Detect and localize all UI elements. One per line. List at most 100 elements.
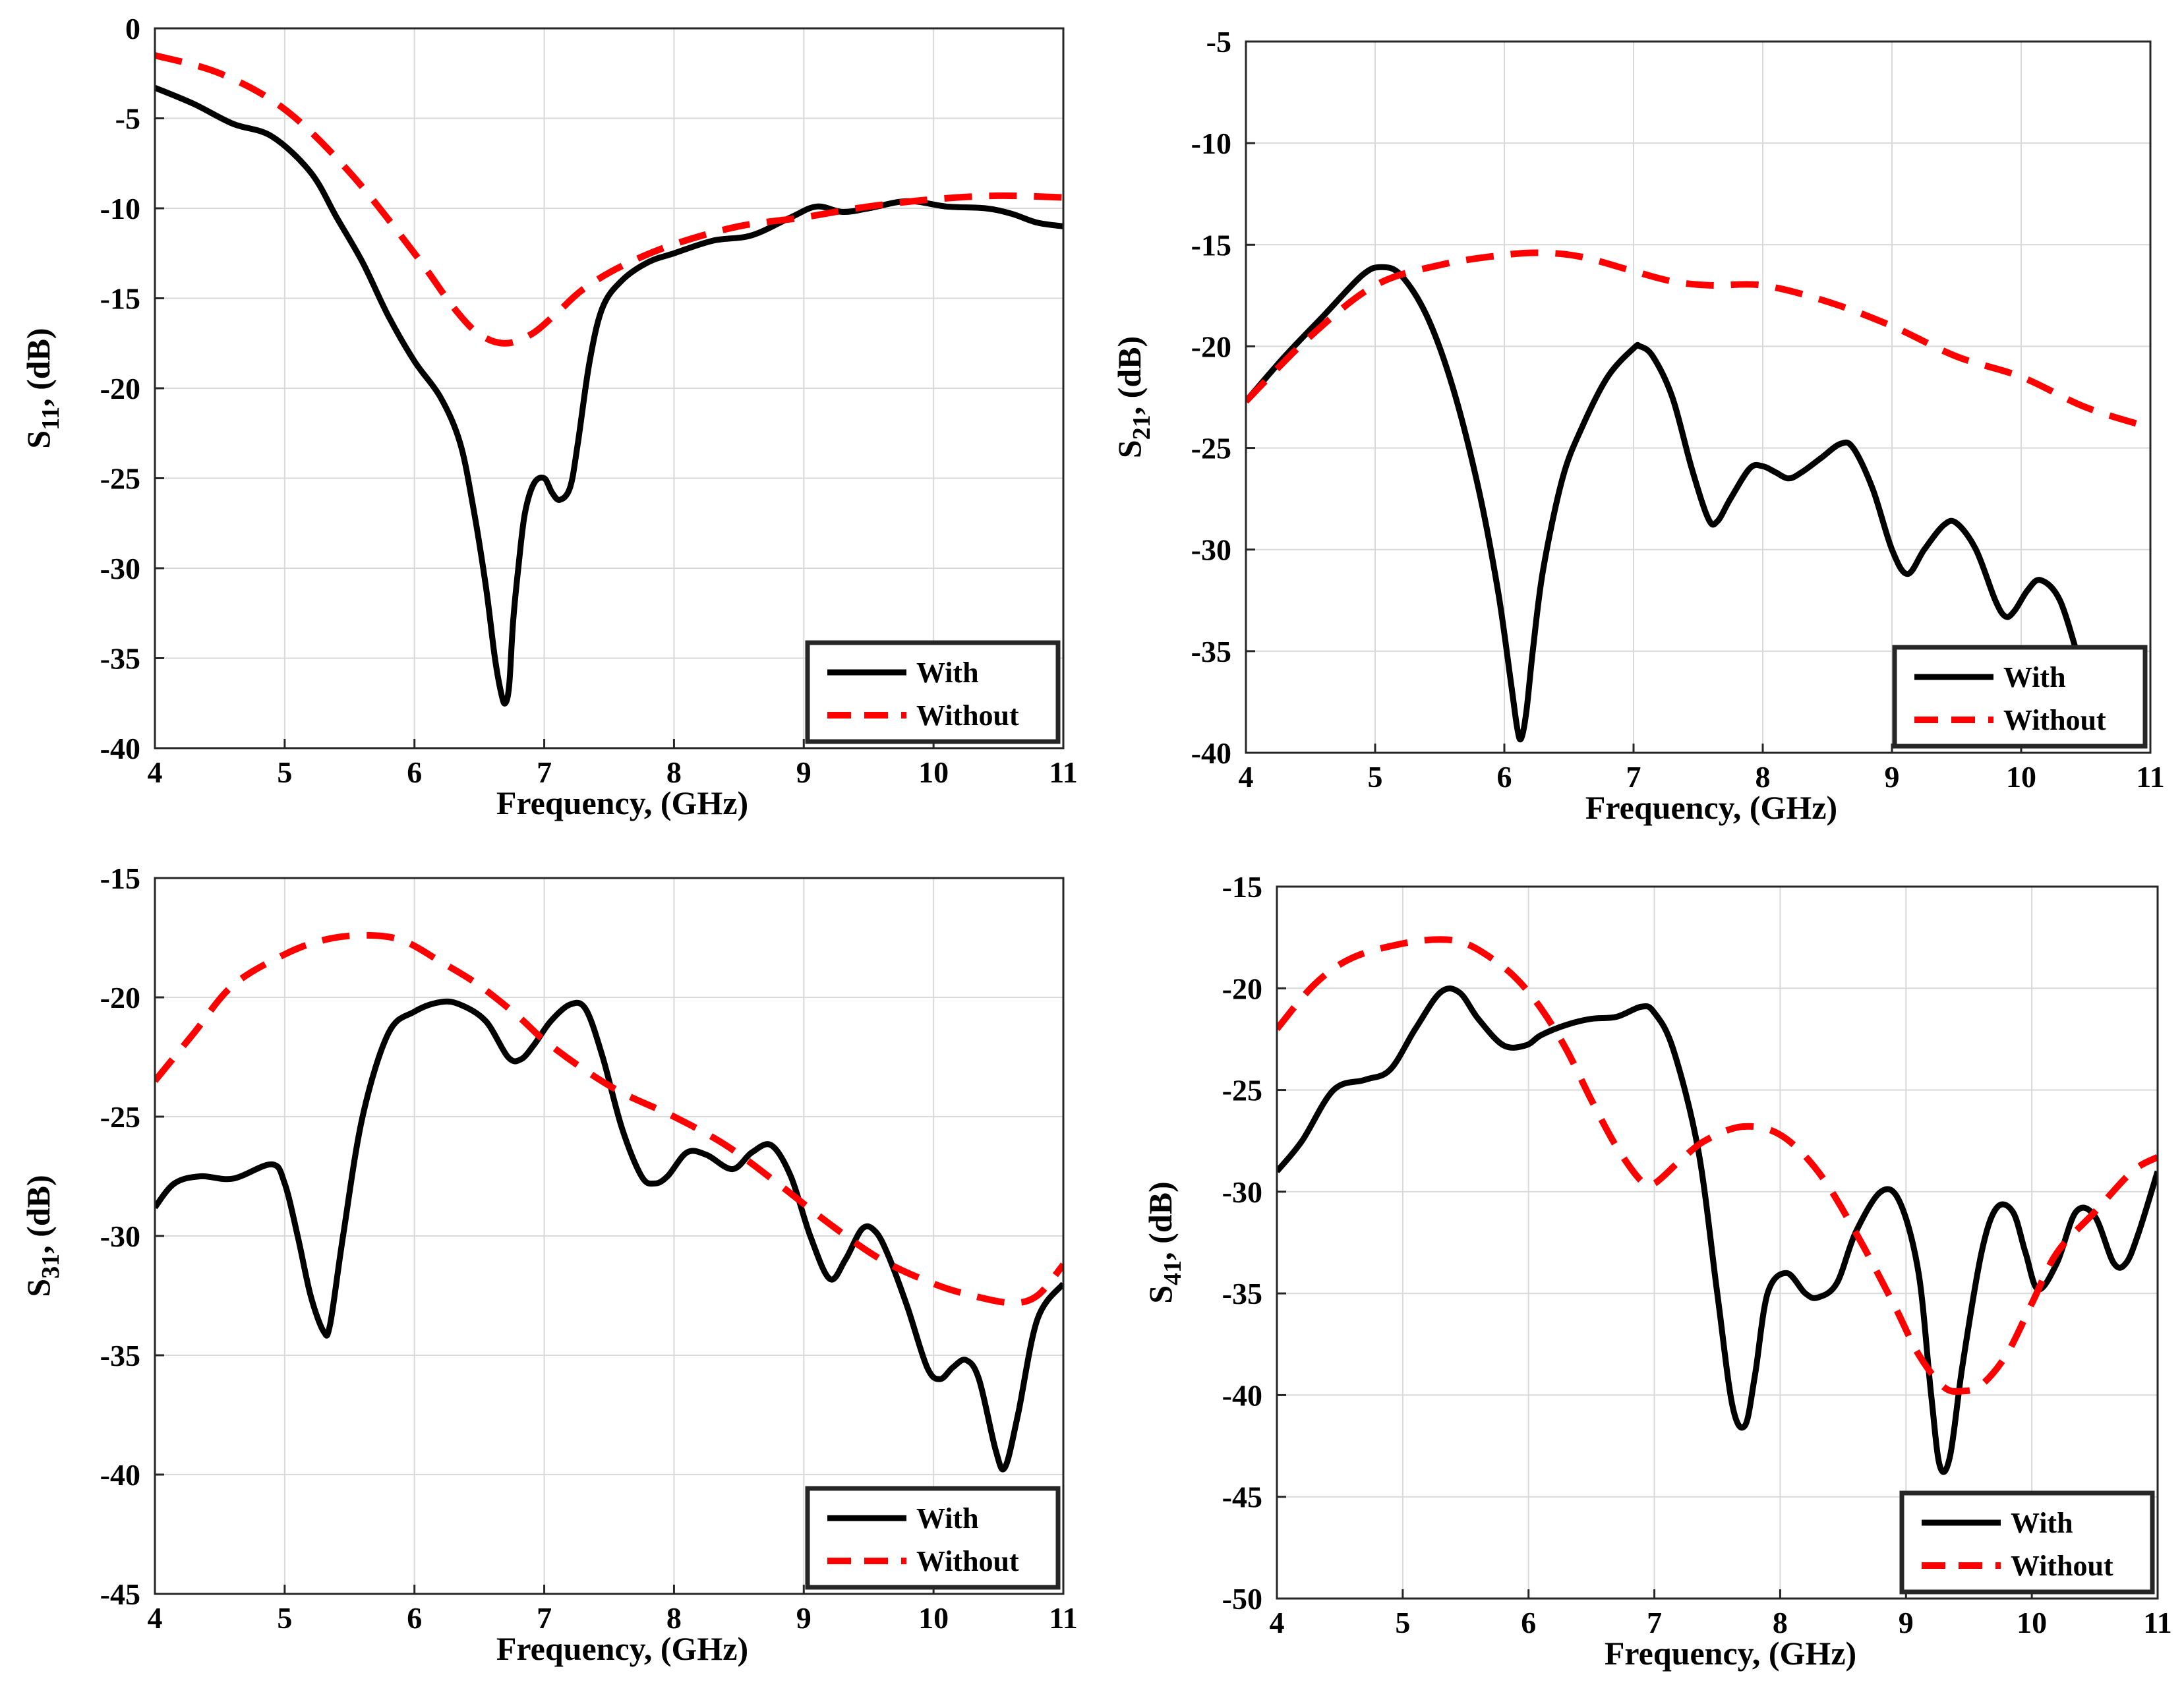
y-tick-label: -25 (1191, 432, 1231, 465)
series-group (155, 931, 1063, 1473)
y-axis-title: S21, (dB) (1111, 336, 1156, 458)
chart-s21: 4 5 6 7 8 9 10 11 -5 -10 -15 -20 -25 -30 -35 -40 Frequen… (1111, 25, 2165, 826)
y-tick-label: -40 (1191, 736, 1231, 770)
x-tick-label: 9 (1885, 760, 1900, 794)
x-tick-label: 6 (1497, 760, 1512, 794)
y-tick-label: -40 (1222, 1378, 1262, 1412)
legend-box (805, 640, 1061, 744)
legend-box (805, 1486, 1061, 1590)
plot-area (1246, 42, 2150, 753)
x-tick-label: 4 (1239, 760, 1254, 794)
x-tick-label: 6 (407, 755, 422, 789)
y-axis-title-sub: 11 (37, 407, 65, 430)
y-tick-label: -30 (1191, 533, 1231, 567)
x-tick-label: 11 (1049, 755, 1077, 789)
y-tick-label: -15 (100, 282, 140, 316)
y-tick-label: -25 (100, 1100, 140, 1134)
chart-s41: 4 5 6 7 8 9 10 11 -15 -20 -25 -30 -35 -40 -45 -50 Freque… (1142, 870, 2172, 1672)
y-axis-title: S41, (dB) (1142, 1181, 1187, 1303)
chart-s11: 4 5 6 7 8 9 10 11 0 -5 -10 -15 -20 -25 -30 -35 -40 Freque… (20, 12, 1078, 821)
x-tick-label: 8 (666, 755, 682, 789)
x-axis-title: Frequency, (GHz) (496, 1630, 748, 1667)
x-tick-label: 4 (148, 1601, 163, 1635)
series-line-with (155, 84, 1063, 707)
legend-label-without: Without (2011, 1550, 2113, 1582)
x-tick-label: 7 (1647, 1606, 1662, 1639)
x-tick-label: 10 (918, 1601, 949, 1635)
y-tick-label: -5 (115, 102, 140, 136)
x-tick-label: 8 (666, 1601, 682, 1635)
y-tick-label: -15 (1191, 228, 1231, 262)
y-tick-label: -25 (1222, 1074, 1262, 1107)
y-axis-title-rest: , (dB) (1142, 1181, 1179, 1260)
y-tick-label: -5 (1206, 25, 1231, 59)
y-axis-title: S31, (dB) (20, 1175, 65, 1297)
x-tick-label: 9 (1899, 1606, 1914, 1639)
legend-label-with: With (2003, 661, 2066, 693)
y-axis-title-main: S (20, 1279, 57, 1297)
y-tick-label: -20 (1191, 330, 1231, 363)
y-tick-label: -35 (100, 1339, 140, 1372)
axes-box (1245, 40, 2152, 754)
x-tick-label: 11 (1049, 1601, 1077, 1635)
x-tick-label: 6 (1521, 1606, 1536, 1639)
y-axis-title-sub: 41 (1159, 1260, 1187, 1285)
x-tick-label: 7 (537, 755, 552, 789)
y-axis-title-main: S (1111, 440, 1148, 458)
y-tick-label: -30 (100, 1219, 140, 1253)
x-tick-label: 10 (2017, 1606, 2047, 1639)
y-tick-label: -45 (100, 1577, 140, 1611)
legend: With Without (805, 640, 1061, 744)
x-tick-label: 5 (277, 1601, 292, 1635)
legend: With Without (1892, 645, 2148, 749)
axes-box (1276, 885, 2159, 1600)
y-tick-label: -15 (1222, 870, 1262, 904)
legend-label-without: Without (916, 699, 1019, 732)
series-line-with (155, 998, 1063, 1473)
y-tick-label: -15 (100, 862, 140, 895)
x-tick-label: 11 (2143, 1606, 2171, 1639)
legend-box (1892, 645, 2148, 749)
y-tick-label: -45 (1222, 1481, 1262, 1514)
y-tick-label: -35 (100, 642, 140, 676)
series-line-without (155, 931, 1063, 1306)
series-group (1277, 936, 2158, 1475)
series-line-without (1246, 249, 2150, 431)
x-tick-label: 7 (1626, 760, 1641, 794)
y-axis-title: S11, (dB) (20, 328, 65, 448)
x-axis-title: Frequency, (GHz) (1605, 1635, 1856, 1672)
y-axis-title-rest: , (dB) (20, 1175, 57, 1253)
x-tick-label: 8 (1756, 760, 1771, 794)
y-tick-label: -25 (100, 462, 140, 496)
plot-area (1277, 887, 2158, 1599)
y-axis-title-main: S (20, 430, 57, 449)
y-tick-label: -40 (100, 732, 140, 765)
x-tick-label: 10 (918, 755, 949, 789)
series-line-without (155, 52, 1063, 347)
x-tick-label: 4 (1270, 1606, 1285, 1639)
x-tick-label: 11 (2136, 760, 2164, 794)
x-tick-label: 6 (407, 1601, 422, 1635)
x-axis-title: Frequency, (GHz) (1585, 789, 1837, 826)
y-tick-label: -10 (100, 192, 140, 225)
series-line-with (1277, 985, 2158, 1475)
legend: With Without (805, 1486, 1061, 1590)
x-axis-title: Frequency, (GHz) (496, 784, 748, 821)
y-axis-title-rest: , (dB) (20, 328, 57, 406)
y-tick-label: -50 (1222, 1582, 1262, 1616)
series-line-with (1246, 264, 2082, 743)
series-line-without (1277, 936, 2158, 1395)
x-tick-label: 5 (277, 755, 292, 789)
x-tick-label: 10 (2006, 760, 2036, 794)
x-tick-label: 7 (537, 1601, 552, 1635)
y-tick-label: -20 (1222, 972, 1262, 1005)
y-tick-label: -30 (1222, 1175, 1262, 1209)
y-tick-label: -35 (1222, 1277, 1262, 1310)
legend-label-without: Without (2003, 704, 2106, 736)
y-axis-title-sub: 21 (1128, 415, 1156, 440)
chart-s31: 4 5 6 7 8 9 10 11 -15 -20 -25 -30 -35 -40 -45 Frequency… (20, 862, 1078, 1667)
legend-label-with: With (916, 1502, 979, 1535)
y-tick-label: -10 (1191, 127, 1231, 160)
x-tick-label: 9 (796, 755, 812, 789)
